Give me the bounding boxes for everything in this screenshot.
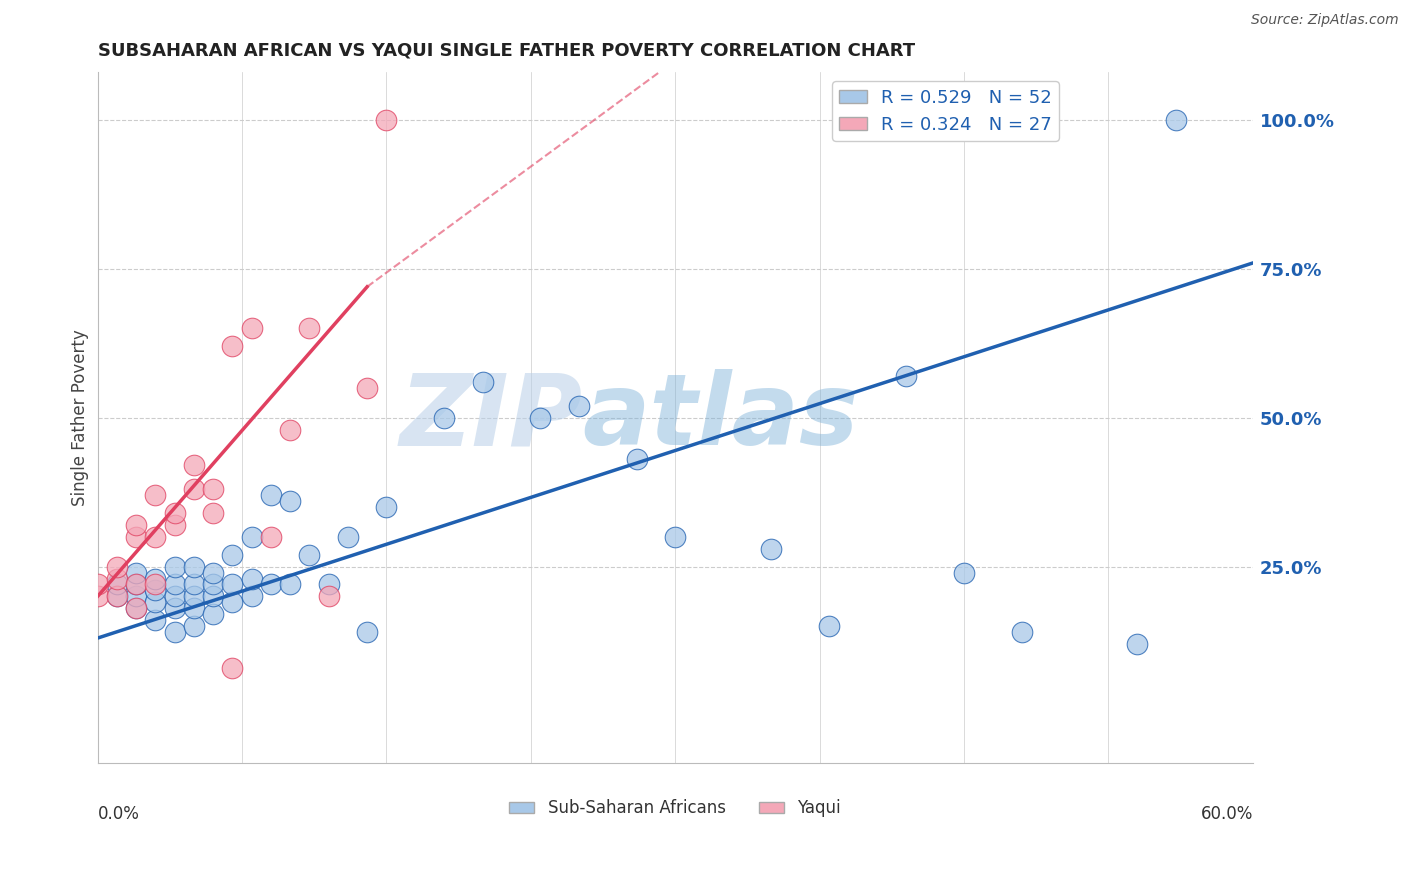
Point [336,530,359,544]
Point [260,577,283,591]
Point [125,566,148,580]
Point [356,625,378,640]
Point [818,619,841,633]
Point [298,321,321,335]
Point [183,577,205,591]
Point [125,590,148,604]
Point [86,590,108,604]
Point [896,369,918,384]
Point [433,410,456,425]
Point [260,530,283,544]
Point [318,577,340,591]
Point [86,577,108,591]
Point [125,601,148,615]
Point [221,339,243,353]
Text: ZIP: ZIP [399,369,582,467]
Point [278,577,301,591]
Point [143,572,166,586]
Text: SUBSAHARAN AFRICAN VS YAQUI SINGLE FATHER POVERTY CORRELATION CHART: SUBSAHARAN AFRICAN VS YAQUI SINGLE FATHE… [97,42,915,60]
Point [221,548,243,562]
Point [1164,113,1187,128]
Point [125,577,148,591]
Point [143,595,166,609]
Point [143,577,166,591]
Point [125,577,148,591]
Point [183,601,205,615]
Point [221,595,243,609]
Point [240,572,263,586]
Point [163,506,186,520]
Point [125,518,148,533]
Point [664,530,686,544]
Point [143,530,166,544]
Point [471,375,494,389]
Point [143,583,166,598]
Point [202,566,225,580]
Point [183,482,205,496]
Point [202,482,225,496]
Point [202,577,225,591]
Point [183,458,205,473]
Point [105,577,128,591]
Text: Source: ZipAtlas.com: Source: ZipAtlas.com [1251,13,1399,28]
Point [125,530,148,544]
Point [221,577,243,591]
Point [105,572,128,586]
Point [143,613,166,627]
Point [278,423,301,437]
Point [183,590,205,604]
Point [318,590,340,604]
Point [298,548,321,562]
Point [260,488,283,502]
Point [240,590,263,604]
Point [163,625,186,640]
Point [761,541,783,556]
Point [202,590,225,604]
Legend: Sub-Saharan Africans, Yaqui: Sub-Saharan Africans, Yaqui [503,792,848,824]
Point [529,410,551,425]
Point [105,590,128,604]
Point [375,113,398,128]
Point [125,601,148,615]
Text: 0.0%: 0.0% [97,805,139,822]
Point [202,506,225,520]
Point [626,452,648,467]
Point [375,500,398,514]
Point [568,399,591,413]
Point [1126,637,1149,651]
Point [163,577,186,591]
Point [953,566,976,580]
Text: 60.0%: 60.0% [1201,805,1253,822]
Point [240,530,263,544]
Point [240,321,263,335]
Point [105,590,128,604]
Point [183,619,205,633]
Y-axis label: Single Father Poverty: Single Father Poverty [72,329,89,506]
Point [202,607,225,622]
Point [163,518,186,533]
Point [1011,625,1033,640]
Point [105,559,128,574]
Point [163,601,186,615]
Point [183,559,205,574]
Point [278,494,301,508]
Point [143,488,166,502]
Point [221,661,243,675]
Point [163,559,186,574]
Point [163,590,186,604]
Text: atlas: atlas [582,369,859,467]
Point [356,381,378,395]
